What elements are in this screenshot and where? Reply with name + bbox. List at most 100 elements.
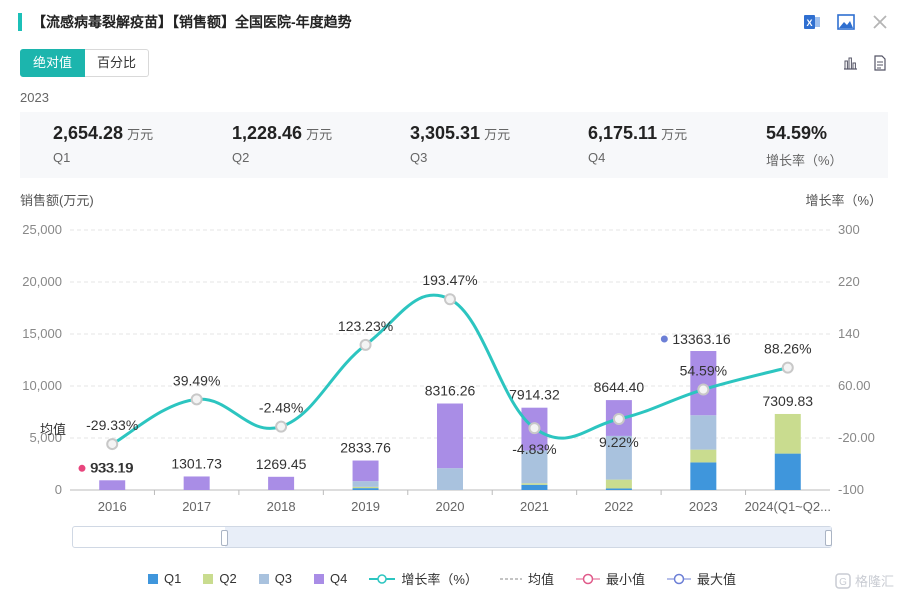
chart-title: 【流感病毒裂解疫苗】【销售额】全国医院-年度趋势 bbox=[32, 14, 352, 30]
x-tick-label: 2022 bbox=[604, 499, 633, 514]
growth-label: 123.23% bbox=[338, 318, 393, 334]
bar-total-label: 8644.40 bbox=[594, 379, 645, 395]
mean-label: 均值 bbox=[40, 422, 66, 437]
close-icon[interactable] bbox=[870, 12, 890, 32]
x-tick-label: 2021 bbox=[520, 499, 549, 514]
summary-value: 2,654.28 bbox=[53, 123, 124, 143]
bar-segment-q1 bbox=[521, 484, 548, 490]
bar-segment-q2 bbox=[690, 449, 717, 463]
min-value-label: 933.19 bbox=[90, 459, 133, 475]
zoom-slider[interactable] bbox=[72, 526, 832, 548]
bar-segment-q4 bbox=[690, 351, 717, 416]
growth-label: 9.22% bbox=[599, 434, 639, 450]
y-axis-title: 销售额(万元) bbox=[20, 193, 94, 208]
bar-segment-q3 bbox=[437, 468, 463, 490]
bar-segment-q3 bbox=[690, 415, 717, 450]
bar-segment-q1 bbox=[605, 488, 632, 490]
legend-label: 增长率（%） bbox=[401, 572, 478, 587]
legend-item-q2[interactable]: Q2 bbox=[203, 571, 237, 586]
bar-segment-q2 bbox=[605, 479, 632, 489]
legend-item-growth[interactable]: 增长率（%） bbox=[369, 569, 478, 588]
bar-segment-q4 bbox=[268, 476, 295, 490]
legend-item-max[interactable]: 最大值 bbox=[666, 569, 736, 588]
mean-legend-icon bbox=[499, 578, 522, 579]
x-tick-label: 2020 bbox=[436, 499, 465, 514]
value-mode-toggle: 绝对值 百分比 bbox=[20, 49, 150, 77]
bar-segment-q1 bbox=[690, 462, 717, 490]
legend-label: 最大值 bbox=[696, 572, 736, 587]
bar-segment-q4 bbox=[352, 460, 379, 482]
zoom-handle-left[interactable] bbox=[221, 530, 228, 546]
x-tick-label: 2017 bbox=[182, 499, 211, 514]
y2-tick-label: 300 bbox=[838, 222, 860, 237]
bar-segment-q1 bbox=[352, 488, 379, 490]
min-legend-icon bbox=[575, 573, 600, 584]
legend-swatch bbox=[203, 573, 214, 584]
x-tick-label: 2024(Q1~Q2... bbox=[745, 499, 831, 514]
summary-value: 54.59% bbox=[766, 123, 828, 143]
legend-label: Q3 bbox=[274, 571, 293, 586]
image-icon[interactable] bbox=[836, 12, 856, 32]
bar-total-label: 1301.73 bbox=[171, 455, 222, 471]
growth-point bbox=[528, 422, 541, 435]
summary-q2: 1,228.46 万元 Q2 bbox=[232, 123, 332, 165]
summary-q1: 2,654.28 万元 Q1 bbox=[53, 123, 153, 165]
max-value-label: 13363.16 bbox=[672, 331, 731, 347]
bar-total-label: 2833.76 bbox=[340, 440, 391, 456]
legend-item-mean[interactable]: 均值 bbox=[499, 569, 554, 588]
x-tick-label: 2023 bbox=[689, 499, 718, 514]
y2-tick-label: 60.00 bbox=[838, 378, 871, 393]
y2-tick-label: -100 bbox=[838, 482, 864, 497]
legend-label: 最小值 bbox=[605, 572, 645, 587]
growth-point bbox=[781, 361, 794, 374]
y-tick-label: 10,000 bbox=[22, 378, 62, 393]
legend-item-q4[interactable]: Q4 bbox=[314, 571, 347, 586]
bar-total-label: 7309.83 bbox=[762, 393, 813, 409]
summary-unit: 万元 bbox=[127, 127, 154, 142]
growth-point bbox=[612, 413, 625, 426]
watermark-text: 格隆汇 bbox=[854, 574, 894, 589]
bar-total-label: 8316.26 bbox=[425, 383, 476, 399]
excel-icon[interactable]: X bbox=[802, 12, 822, 32]
y-tick-label: 25,000 bbox=[22, 222, 62, 237]
y2-axis-title: 增长率（%） bbox=[805, 193, 882, 208]
svg-text:G: G bbox=[839, 577, 847, 588]
zoom-selection[interactable] bbox=[225, 527, 831, 547]
legend-label: Q4 bbox=[330, 571, 348, 586]
document-icon[interactable] bbox=[870, 53, 890, 73]
growth-legend-icon bbox=[369, 573, 396, 584]
summary-label: Q3 bbox=[410, 150, 428, 165]
legend-label: Q2 bbox=[219, 571, 237, 586]
year-label: 2023 bbox=[20, 90, 49, 105]
y2-tick-label: 140 bbox=[838, 326, 860, 341]
growth-label: 193.47% bbox=[422, 272, 477, 288]
svg-text:X: X bbox=[806, 18, 812, 28]
watermark: G 格隆汇 bbox=[835, 571, 894, 590]
summary-label: Q4 bbox=[588, 150, 606, 165]
growth-point bbox=[359, 338, 372, 351]
bar-total-label: 1269.45 bbox=[256, 456, 307, 472]
absolute-value-tab[interactable]: 绝对值 bbox=[20, 49, 86, 77]
legend-item-q1[interactable]: Q1 bbox=[148, 571, 181, 586]
legend-item-min[interactable]: 最小值 bbox=[575, 569, 645, 588]
title-accent bbox=[18, 13, 22, 31]
growth-label: 54.59% bbox=[680, 363, 727, 379]
legend-swatch bbox=[314, 573, 325, 584]
bar-chart-icon[interactable] bbox=[840, 53, 860, 73]
growth-point bbox=[106, 438, 119, 451]
legend-item-q3[interactable]: Q3 bbox=[258, 571, 293, 586]
y-tick-label: 5,000 bbox=[29, 430, 62, 445]
view-icons bbox=[840, 53, 890, 73]
bar-total-label: 7914.32 bbox=[509, 387, 560, 403]
y-tick-label: 0 bbox=[55, 482, 62, 497]
bar-segment-q2 bbox=[774, 413, 801, 454]
growth-point bbox=[697, 383, 710, 396]
percent-tab[interactable]: 百分比 bbox=[85, 49, 150, 77]
y-tick-label: 15,000 bbox=[22, 326, 62, 341]
zoom-handle-right[interactable] bbox=[825, 530, 832, 546]
bar-total-label: 933.19 bbox=[91, 459, 134, 475]
legend: Q1 Q2 Q3 Q4 增长率（%） 均值 最小值 最大值 bbox=[148, 569, 736, 588]
summary-unit: 万元 bbox=[661, 127, 688, 142]
summary-growth: 54.59% 增长率（%） bbox=[766, 123, 843, 169]
summary-value: 1,228.46 bbox=[232, 123, 303, 143]
